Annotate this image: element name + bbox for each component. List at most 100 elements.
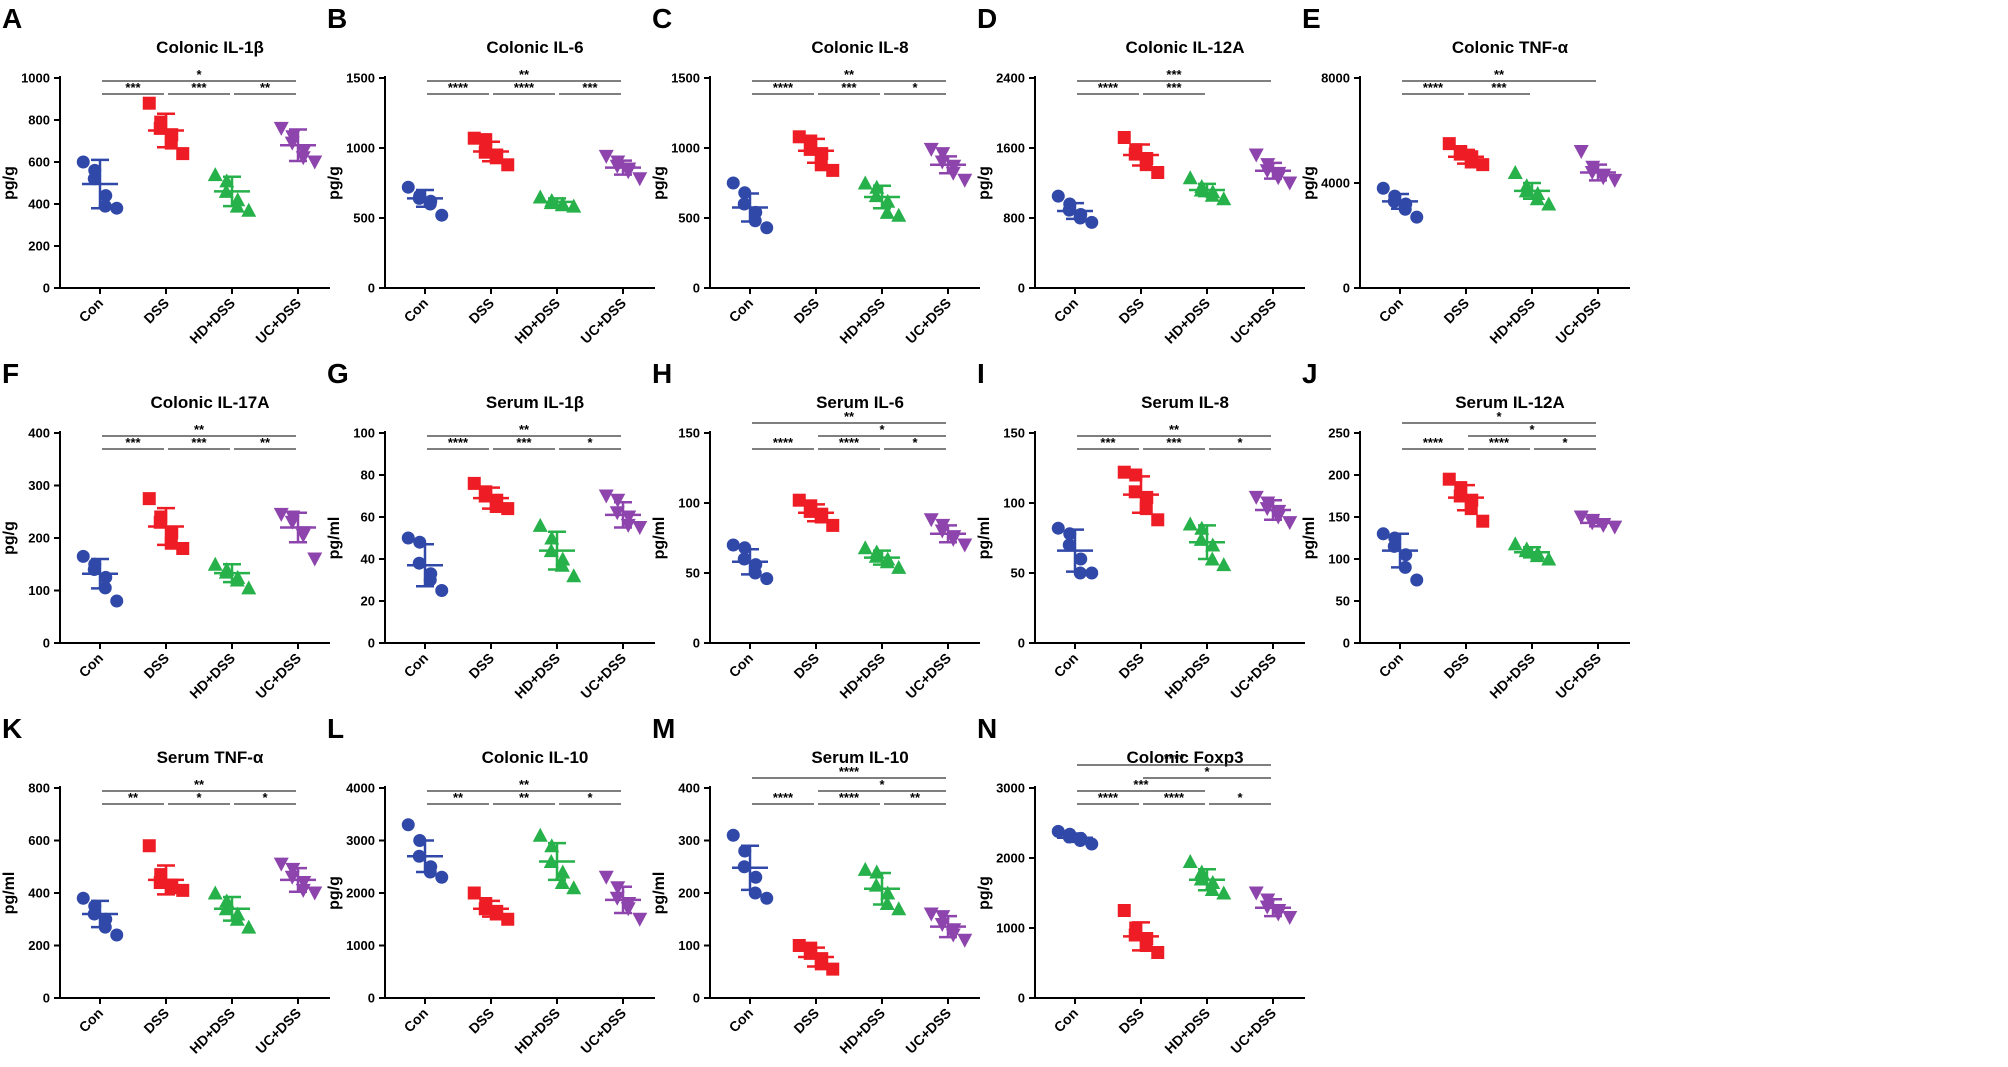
data-point — [1117, 904, 1131, 917]
significance-label: *** — [1166, 80, 1182, 95]
x-tick-label: DSS — [790, 1005, 822, 1037]
data-point — [164, 536, 178, 550]
panel-a: A Colonic IL-1β pg/g 0 200 400 600 800 1000 Con DS… — [1, 3, 330, 347]
series-dss — [1442, 472, 1490, 528]
y-tick-label: 200 — [1328, 468, 1350, 483]
data-point — [760, 572, 774, 586]
x-tick-label: HD+DSS — [1161, 295, 1213, 347]
y-tick-label: 1000 — [996, 921, 1025, 936]
series-hd-dss — [1182, 854, 1232, 900]
panel-f: F Colonic IL-17A pg/g 0 100 200 300 400 Con DSS HD… — [1, 358, 330, 702]
x-tick-label: HD+DSS — [511, 650, 563, 702]
data-point — [1376, 181, 1390, 195]
data-point — [868, 548, 884, 563]
y-tick-label: 800 — [28, 781, 50, 796]
panel-k: K Serum TNF-α pg/ml 0 200 400 600 800 Con DSS HD+D… — [1, 713, 330, 1057]
significance-label: *** — [1491, 80, 1507, 95]
data-point — [241, 919, 257, 934]
series-dss — [142, 839, 190, 897]
data-point — [957, 933, 973, 948]
data-point — [610, 493, 626, 508]
data-point — [1151, 513, 1165, 527]
x-tick-label: Con — [76, 1005, 107, 1036]
panel-title-c: Colonic IL-8 — [811, 38, 908, 57]
series-uc-dss — [273, 507, 323, 567]
data-point — [748, 566, 762, 580]
y-tick-label: 2400 — [996, 71, 1025, 86]
y-axis-label: pg/g — [651, 166, 668, 200]
data-point — [435, 870, 449, 884]
data-point — [1205, 537, 1221, 552]
y-axis-label: pg/ml — [326, 517, 343, 560]
series-hd-dss — [857, 175, 907, 222]
significance-label: ** — [194, 777, 205, 792]
significance-label: ** — [194, 422, 205, 437]
significance-label: ** — [128, 790, 139, 805]
data-point — [1410, 210, 1424, 224]
series-uc-dss — [923, 907, 973, 948]
data-point — [1442, 472, 1456, 486]
data-point — [826, 962, 840, 976]
data-point — [76, 155, 90, 169]
significance-label: **** — [773, 80, 794, 95]
data-point — [501, 158, 515, 172]
y-tick-label: 0 — [1018, 636, 1025, 651]
panel-j: J Serum IL-12A pg/ml 0 50 100 150 200 250 Con DSS H… — [1301, 358, 1630, 702]
y-tick-label: 50 — [1336, 594, 1350, 609]
panel-title-g: Serum IL-1β — [486, 393, 584, 412]
y-tick-label: 4000 — [1321, 176, 1350, 191]
data-point — [880, 193, 896, 208]
data-point — [164, 881, 178, 895]
y-axis-label: pg/ml — [1301, 517, 1318, 560]
panel-title-j: Serum IL-12A — [1455, 393, 1565, 412]
data-point — [1151, 166, 1165, 179]
data-point — [532, 517, 548, 532]
data-point — [868, 188, 884, 203]
data-point — [501, 912, 515, 926]
significance-label: **** — [839, 790, 860, 805]
y-tick-label: 0 — [1018, 991, 1025, 1006]
data-point — [598, 489, 614, 504]
y-tick-label: 60 — [361, 510, 375, 525]
data-point — [1151, 946, 1165, 959]
significance-label: * — [1562, 435, 1568, 450]
y-axis-label: pg/ml — [1, 872, 18, 915]
data-point — [1282, 176, 1298, 191]
data-point — [176, 883, 190, 897]
data-point — [219, 893, 235, 908]
significance-label: ** — [260, 435, 271, 450]
y-tick-label: 300 — [28, 478, 50, 493]
x-tick-label: DSS — [465, 650, 497, 682]
data-point — [1117, 131, 1131, 144]
significance-label: **** — [448, 80, 469, 95]
data-point — [923, 907, 939, 922]
x-tick-label: DSS — [140, 295, 172, 327]
panel-letter-h: H — [652, 358, 672, 389]
data-point — [423, 573, 437, 587]
x-tick-label: HD+DSS — [186, 1005, 238, 1057]
panel-letter-j: J — [1302, 358, 1318, 389]
data-point — [1205, 875, 1221, 889]
panel-title-n: Colonic Foxp3 — [1126, 748, 1243, 767]
data-point — [1051, 824, 1065, 838]
x-tick-label: Con — [401, 1005, 432, 1036]
x-tick-label: HD+DSS — [1161, 650, 1213, 702]
panel-title-i: Serum IL-8 — [1141, 393, 1229, 412]
x-tick-label: DSS — [465, 1005, 497, 1037]
significance-label: **** — [839, 435, 860, 450]
y-tick-label: 400 — [678, 781, 700, 796]
y-tick-label: 250 — [1328, 426, 1350, 441]
significance-label: *** — [1166, 67, 1182, 82]
series-dss — [1117, 131, 1165, 179]
data-point — [1573, 510, 1589, 525]
x-tick-label: DSS — [140, 650, 172, 682]
significance-label: * — [196, 67, 202, 82]
y-tick-label: 0 — [368, 636, 375, 651]
series-dss — [467, 476, 515, 516]
panel-title-l: Colonic IL-10 — [482, 748, 589, 767]
data-point — [467, 886, 481, 900]
data-point — [401, 818, 415, 832]
series-dss — [1117, 904, 1165, 959]
significance-label: *** — [582, 80, 598, 95]
